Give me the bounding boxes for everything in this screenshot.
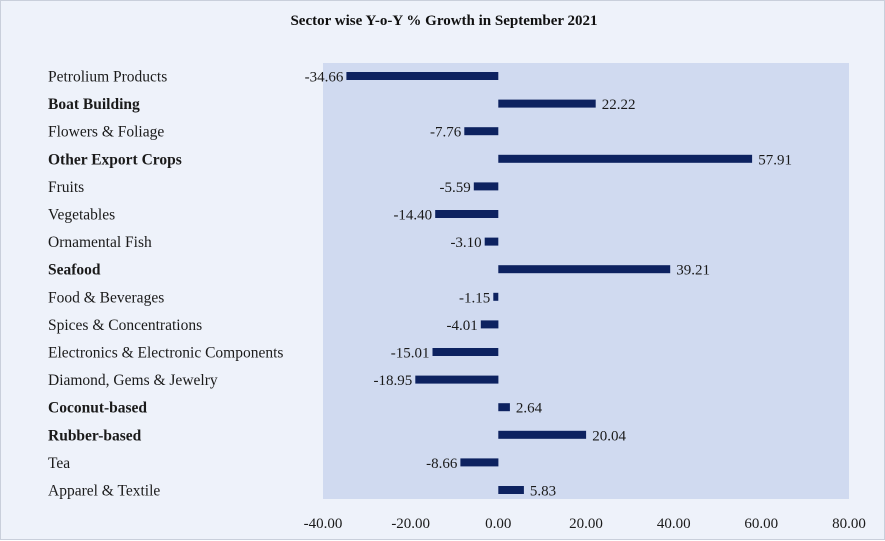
category-label: Boat Building	[48, 96, 140, 113]
category-label: Diamond, Gems & Jewelry	[48, 372, 218, 389]
value-label: 57.91	[758, 152, 792, 168]
category-label: Vegetables	[48, 207, 115, 224]
value-label: 5.83	[530, 484, 556, 500]
value-label: -8.66	[426, 456, 458, 472]
category-label: Fruits	[48, 179, 84, 196]
x-tick-label: 0.00	[485, 516, 511, 532]
value-label: -14.40	[393, 208, 432, 224]
category-label: Coconut-based	[48, 400, 147, 417]
bar	[432, 348, 499, 356]
bar	[484, 237, 499, 246]
bar	[498, 154, 753, 163]
bar	[346, 72, 499, 80]
value-label: -18.95	[374, 373, 413, 389]
bar	[498, 486, 524, 494]
x-tick-label: -40.00	[304, 516, 343, 532]
bar	[464, 127, 499, 136]
category-label: Electronics & Electronic Components	[48, 345, 283, 362]
category-label: Rubber-based	[48, 427, 142, 444]
value-labels: -34.66 22.22 -7.76 57.91 -5.59 -14.40 -3.10 39.…	[305, 70, 792, 500]
bar	[435, 210, 499, 218]
value-label: 2.64	[516, 401, 543, 417]
value-label: -3.10	[450, 235, 481, 251]
x-axis-ticks: -40.00 -20.00 0.00 20.00 40.00 60.00 80.00	[304, 516, 866, 532]
bar	[498, 403, 510, 412]
value-label: 22.22	[602, 97, 636, 113]
bar	[460, 458, 499, 467]
bar	[480, 320, 499, 329]
x-tick-label: 60.00	[744, 516, 778, 532]
value-label: -5.59	[440, 180, 471, 196]
x-tick-label: 40.00	[657, 516, 691, 532]
bar	[415, 375, 499, 384]
bar	[498, 430, 587, 439]
category-labels: Petrolium Products Boat Building Flowers &…	[48, 69, 283, 500]
category-label: Petrolium Products	[48, 69, 167, 86]
value-label: -4.01	[447, 318, 478, 334]
value-label: -34.66	[305, 70, 344, 86]
category-label: Other Export Crops	[48, 151, 182, 168]
x-tick-label: -20.00	[391, 516, 430, 532]
x-tick-label: 80.00	[832, 516, 866, 532]
category-label: Flowers & Foliage	[48, 124, 164, 141]
value-label: -15.01	[391, 346, 430, 362]
value-label: 20.04	[592, 428, 626, 444]
bar	[498, 99, 596, 108]
plot-area	[323, 63, 849, 499]
bar	[473, 182, 499, 191]
category-label: Spices & Concentrations	[48, 317, 202, 334]
bars-layer	[346, 72, 753, 494]
category-label: Apparel & Textile	[48, 483, 160, 500]
category-label: Ornamental Fish	[48, 234, 152, 251]
category-label: Seafood	[48, 262, 101, 279]
bar	[493, 292, 499, 301]
category-label: Food & Beverages	[48, 289, 164, 306]
bar	[498, 265, 671, 274]
value-label: -7.76	[430, 125, 462, 141]
value-label: -1.15	[459, 290, 490, 306]
value-label: 39.21	[676, 263, 710, 279]
category-label: Tea	[48, 455, 70, 472]
chart-title: Sector wise Y-o-Y % Growth in September …	[290, 13, 597, 29]
x-tick-label: 20.00	[569, 516, 603, 532]
